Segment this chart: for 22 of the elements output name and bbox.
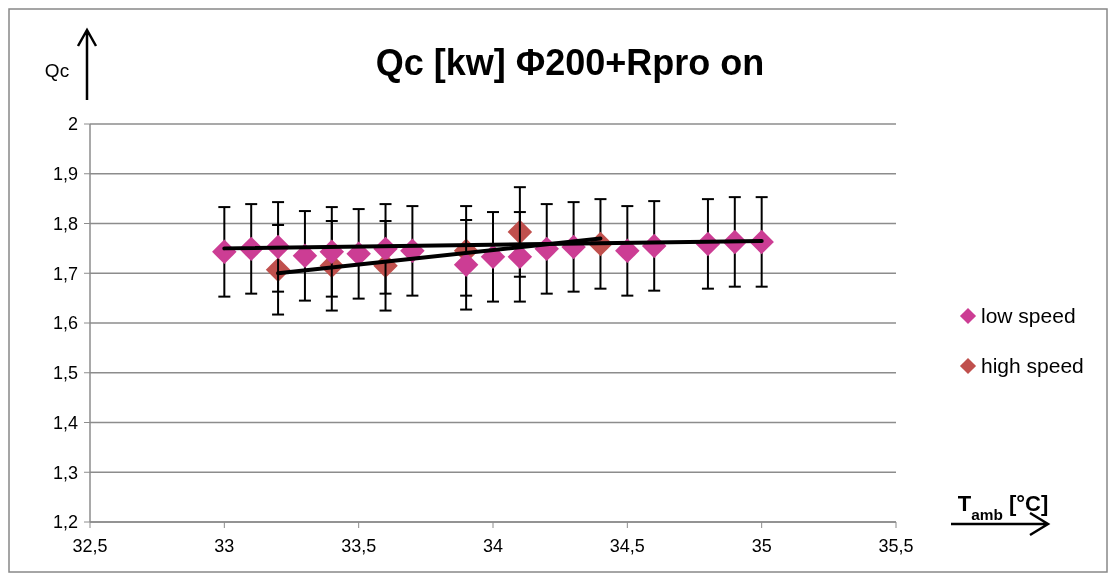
y-tick-label: 1,4 xyxy=(52,412,78,433)
x-tick-label: 35 xyxy=(751,536,772,556)
legend-label: high speed xyxy=(981,354,1084,378)
x-tick-label: 34 xyxy=(482,536,504,556)
x-tick-label: 32,5 xyxy=(72,536,108,556)
y-tick-label: 1,5 xyxy=(52,363,78,384)
y-tick-label: 1,9 xyxy=(52,164,78,185)
x-tick-label: 35,5 xyxy=(878,536,914,556)
x-tick-label: 33,5 xyxy=(341,536,377,556)
y-tick-label: 1,7 xyxy=(52,263,78,284)
legend-label: low speed xyxy=(981,304,1076,328)
y-tick-label: 1,8 xyxy=(52,213,78,234)
chart-title: Qc [kw] Φ200+Rpro on xyxy=(375,42,765,83)
y-tick-label: 1,2 xyxy=(52,512,78,533)
y-tick-label: 1,3 xyxy=(52,462,78,483)
x-tick-label: 33 xyxy=(214,536,235,556)
point xyxy=(453,252,479,278)
x-axis-title: T$_{amb}$ [°C] xyxy=(957,491,1049,523)
y-tick-label: 2 xyxy=(67,114,78,135)
y-tick-label: 1,6 xyxy=(52,313,78,334)
y-axis-title: Qc xyxy=(44,60,70,81)
x-tick-label: 34,5 xyxy=(609,536,645,556)
